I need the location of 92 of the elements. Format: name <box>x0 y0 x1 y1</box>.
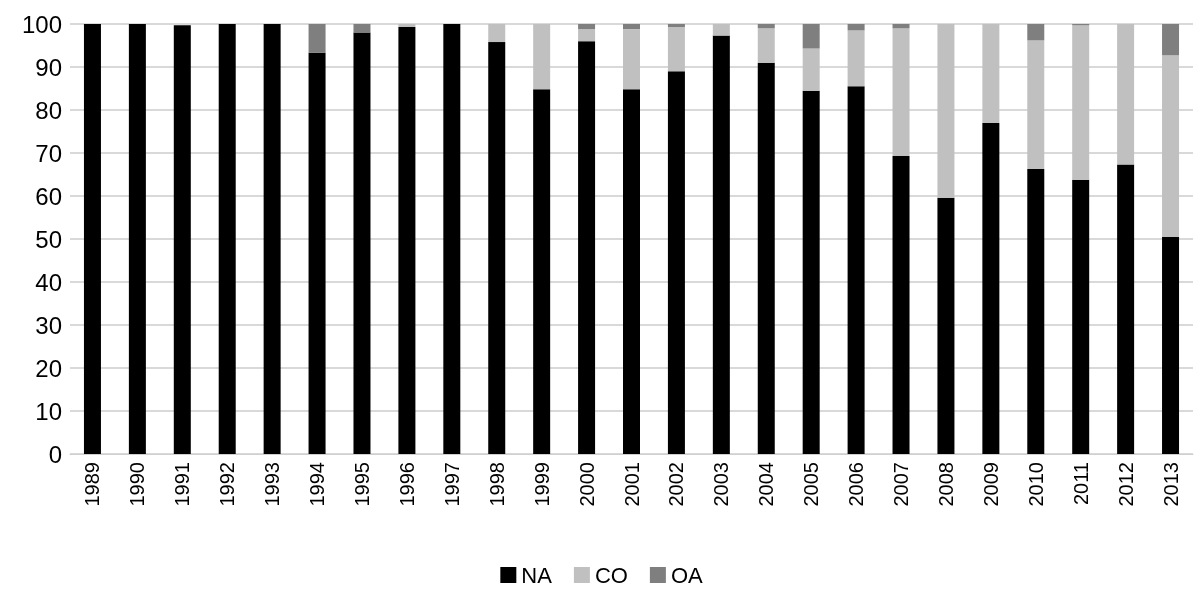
x-tick-label: 1996 <box>395 462 418 507</box>
y-tick-label: 40 <box>35 268 62 296</box>
bar <box>892 24 910 29</box>
x-tick-label: 2008 <box>934 462 957 507</box>
bar <box>398 24 416 28</box>
y-tick-label: 50 <box>35 225 62 253</box>
bar <box>353 32 371 454</box>
bar <box>398 27 416 454</box>
bar <box>802 24 820 49</box>
x-tick-label: 1997 <box>440 462 463 507</box>
bar <box>1162 24 1180 56</box>
bar <box>1027 168 1045 454</box>
y-tick-label: 100 <box>21 10 62 38</box>
x-tick-label: 1999 <box>530 462 553 507</box>
x-tick-label: 1990 <box>126 462 149 507</box>
bar <box>578 29 596 42</box>
bar <box>578 41 596 454</box>
x-tick-label: 2013 <box>1159 462 1182 507</box>
x-tick-label: 1989 <box>81 462 104 507</box>
x-tick-label: 2010 <box>1024 462 1047 507</box>
legend-label: NA <box>521 562 553 588</box>
bar <box>308 24 326 53</box>
bar <box>1027 40 1045 169</box>
bar <box>712 35 730 454</box>
bar <box>623 29 640 90</box>
bar <box>982 122 1000 454</box>
bar <box>667 27 685 72</box>
bar <box>1162 55 1180 237</box>
bar <box>802 90 820 454</box>
bar <box>757 24 775 29</box>
x-tick-label: 1998 <box>485 462 508 507</box>
x-tick-label: 1992 <box>216 462 239 507</box>
bar <box>937 197 955 454</box>
legend-label: CO <box>594 562 628 588</box>
y-tick-label: 0 <box>48 440 62 468</box>
y-tick-label: 60 <box>35 182 62 210</box>
bar <box>1072 179 1090 454</box>
bar <box>757 28 775 63</box>
bar <box>1117 24 1135 165</box>
x-tick-label: 1993 <box>261 462 284 507</box>
bar <box>353 24 371 33</box>
y-tick-label: 30 <box>35 311 62 339</box>
x-tick-label: 2002 <box>665 462 688 507</box>
bar <box>623 24 640 30</box>
x-tick-label: 1991 <box>171 462 194 507</box>
bar <box>1117 164 1135 454</box>
bar <box>488 42 506 454</box>
bar <box>757 62 775 454</box>
bar <box>892 156 910 454</box>
bar <box>488 24 506 43</box>
y-tick-label: 80 <box>35 96 62 124</box>
bar <box>937 24 955 198</box>
y-tick-label: 20 <box>35 354 62 382</box>
x-tick-label: 2011 <box>1069 462 1092 506</box>
x-tick-label: 2000 <box>575 462 598 507</box>
y-tick-label: 10 <box>35 397 62 425</box>
bar <box>533 89 551 454</box>
bar <box>847 86 865 454</box>
y-tick-label: 90 <box>35 53 62 81</box>
x-tick-label: 1994 <box>306 462 329 507</box>
bar <box>443 24 461 454</box>
bar <box>578 24 596 30</box>
x-tick-label: 2006 <box>845 462 868 507</box>
bar <box>802 48 820 91</box>
bar <box>1027 24 1045 41</box>
x-tick-label: 2001 <box>620 462 643 507</box>
bar <box>173 25 191 454</box>
x-tick-label: 2012 <box>1114 462 1137 507</box>
y-tick-label: 70 <box>35 139 62 167</box>
bar <box>667 71 685 454</box>
x-tick-label: 2009 <box>979 462 1002 507</box>
legend-label: OA <box>670 562 703 588</box>
bar <box>623 89 640 454</box>
bar <box>847 24 865 31</box>
x-tick-label: 2004 <box>755 462 778 507</box>
bar <box>1072 25 1090 180</box>
bar <box>128 24 146 454</box>
bar <box>263 24 281 454</box>
bar <box>1162 236 1180 454</box>
bar <box>308 52 326 454</box>
bar <box>533 24 551 90</box>
x-tick-label: 1995 <box>350 462 373 507</box>
bar <box>667 24 685 28</box>
x-tick-label: 2005 <box>800 462 823 507</box>
bar <box>982 24 1000 123</box>
bar <box>847 30 865 87</box>
bar <box>892 28 910 157</box>
bar <box>83 24 101 454</box>
x-tick-label: 2003 <box>710 462 733 507</box>
bar <box>712 24 730 36</box>
bar <box>218 24 236 454</box>
x-tick-label: 2007 <box>890 462 913 507</box>
